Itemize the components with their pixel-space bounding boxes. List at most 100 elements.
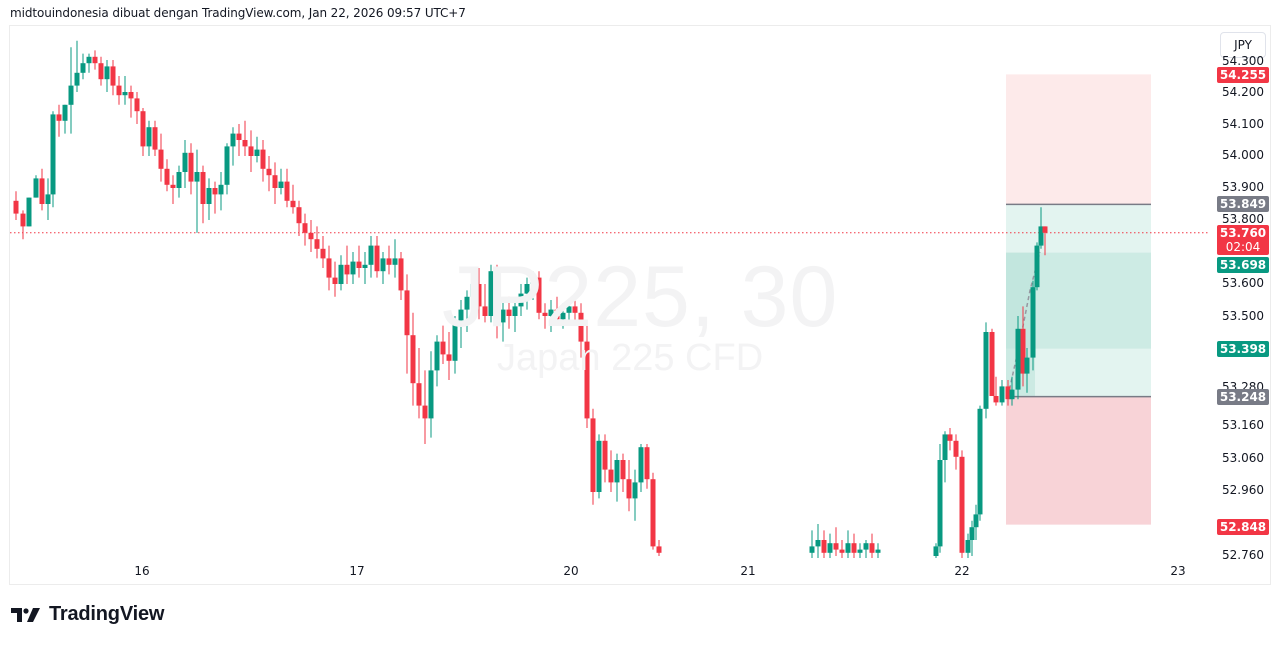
candle-body bbox=[218, 184, 224, 195]
candle-body bbox=[272, 175, 278, 188]
candle-body bbox=[212, 188, 218, 195]
candle-body bbox=[458, 309, 464, 323]
candle-body bbox=[182, 152, 188, 172]
candle-body bbox=[428, 370, 434, 419]
candle-body bbox=[993, 396, 999, 403]
candle-body bbox=[434, 341, 440, 371]
price-tick-label: 52.760 bbox=[1222, 548, 1264, 562]
bar-countdown: 02:04 bbox=[1225, 240, 1261, 254]
candle-body bbox=[134, 98, 140, 112]
candle-body bbox=[572, 306, 578, 313]
candle-body bbox=[851, 543, 857, 553]
candle-body bbox=[977, 408, 983, 515]
candle-body bbox=[446, 354, 452, 361]
candle-body bbox=[398, 258, 404, 291]
price-axis[interactable]: 54.300 54.200 54.100 54.000 53.900 53.800 53.6… bbox=[1210, 26, 1270, 562]
candle-body bbox=[542, 312, 548, 316]
candle-body bbox=[206, 188, 212, 204]
target-1-price-tag: 53.698 bbox=[1217, 257, 1269, 273]
candle-body bbox=[947, 434, 953, 441]
candle-body bbox=[170, 184, 176, 188]
time-axis[interactable]: 16 17 20 21 22 23 bbox=[10, 558, 1210, 584]
candle-body bbox=[242, 140, 248, 147]
candle-body bbox=[1015, 328, 1021, 390]
price-tick-label: 54.300 bbox=[1222, 54, 1264, 68]
candle-body bbox=[524, 284, 530, 294]
candle-body bbox=[512, 306, 518, 316]
candle-body bbox=[194, 172, 200, 182]
candle-body bbox=[56, 114, 62, 121]
candle-body bbox=[410, 335, 416, 384]
candle-body bbox=[518, 293, 524, 307]
candle-body bbox=[308, 232, 314, 240]
candle-body bbox=[98, 63, 104, 80]
time-tick-label: 22 bbox=[954, 564, 970, 578]
candle-body bbox=[608, 469, 614, 483]
candle-body bbox=[464, 296, 470, 310]
candle-body bbox=[62, 104, 68, 121]
candle-body bbox=[566, 306, 572, 313]
candle-body bbox=[602, 440, 608, 470]
candle-body bbox=[224, 146, 230, 185]
candle-body bbox=[248, 146, 254, 156]
time-tick-label: 20 bbox=[563, 564, 579, 578]
candle-body bbox=[284, 181, 290, 201]
currency-button[interactable]: JPY bbox=[1220, 32, 1266, 58]
candle-body bbox=[536, 277, 542, 313]
candle-body bbox=[338, 264, 344, 284]
candle-body bbox=[122, 92, 128, 96]
candle-body bbox=[857, 549, 863, 553]
candle-body bbox=[937, 460, 943, 547]
candle-body bbox=[590, 418, 596, 492]
candle-body bbox=[404, 290, 410, 336]
candle-body bbox=[368, 245, 374, 265]
candle-body bbox=[548, 309, 554, 316]
candle-body bbox=[254, 149, 260, 156]
candle-body bbox=[152, 127, 158, 150]
candle-body bbox=[470, 284, 476, 297]
candle-body bbox=[626, 479, 632, 499]
candle-body bbox=[278, 181, 284, 188]
candle-body bbox=[560, 312, 566, 320]
candle-body bbox=[506, 309, 512, 316]
candle-body bbox=[1009, 389, 1015, 400]
time-tick-label: 21 bbox=[740, 564, 756, 578]
plot-area[interactable]: JP225, 30 Japan 225 CFD bbox=[10, 26, 1209, 558]
candle-body bbox=[863, 543, 869, 550]
candle-body bbox=[1038, 226, 1044, 246]
candle-body bbox=[1034, 245, 1040, 288]
candle-body bbox=[494, 271, 500, 323]
candle-body bbox=[302, 223, 308, 233]
price-tick-label: 53.500 bbox=[1222, 309, 1264, 323]
candle-body bbox=[973, 514, 979, 528]
time-tick-label: 23 bbox=[1170, 564, 1186, 578]
candle-body bbox=[92, 56, 98, 64]
candle-body bbox=[821, 540, 827, 553]
candle-body bbox=[362, 264, 368, 268]
price-tick-label: 53.060 bbox=[1222, 451, 1264, 465]
candle-body bbox=[26, 197, 32, 227]
tradingview-logo-icon bbox=[11, 607, 40, 622]
candle-body bbox=[332, 277, 338, 284]
brand-name: TradingView bbox=[49, 603, 165, 625]
candle-body bbox=[845, 543, 851, 553]
candle-body bbox=[200, 172, 206, 204]
candlestick-chart[interactable] bbox=[10, 26, 1209, 558]
candle-body bbox=[13, 200, 19, 214]
candle-body bbox=[296, 207, 302, 224]
candle-body bbox=[86, 56, 92, 64]
candle-body bbox=[116, 85, 122, 96]
candle-body bbox=[68, 85, 74, 105]
candle-body bbox=[374, 245, 380, 272]
candle-body bbox=[140, 111, 146, 147]
candle-body bbox=[1030, 287, 1036, 358]
lower-stop-price-tag: 52.848 bbox=[1217, 519, 1269, 535]
candle-body bbox=[266, 168, 272, 176]
candle-body bbox=[344, 264, 350, 275]
candle-body bbox=[554, 309, 560, 320]
current-price-value: 53.760 bbox=[1219, 226, 1267, 240]
candle-body bbox=[656, 546, 662, 553]
candle-body bbox=[476, 284, 482, 307]
candle-body bbox=[1020, 328, 1026, 374]
target-2-price-tag: 53.398 bbox=[1217, 341, 1269, 357]
